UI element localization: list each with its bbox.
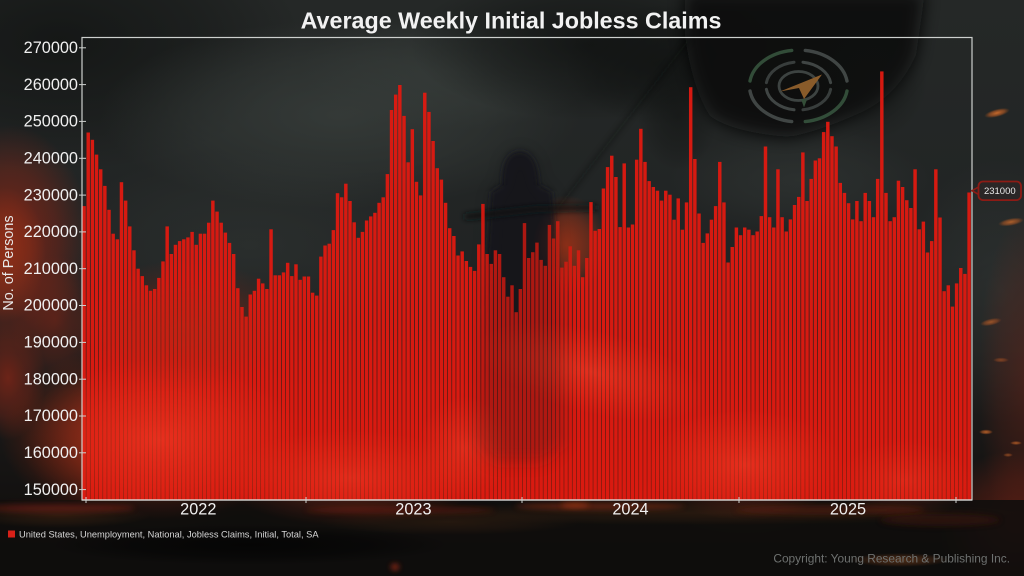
svg-text:Copyright: Young Research & Pu: Copyright: Young Research & Publishing I… xyxy=(773,552,1010,566)
svg-text:230000: 230000 xyxy=(24,186,78,204)
svg-text:United States, Unemployment, N: United States, Unemployment, National, J… xyxy=(19,530,319,540)
svg-text:No. of Persons: No. of Persons xyxy=(1,215,17,310)
svg-text:160000: 160000 xyxy=(24,444,78,462)
svg-text:2022: 2022 xyxy=(180,501,216,519)
svg-text:2023: 2023 xyxy=(395,501,431,519)
svg-text:170000: 170000 xyxy=(24,407,78,425)
svg-text:210000: 210000 xyxy=(24,260,78,278)
svg-text:270000: 270000 xyxy=(24,39,78,57)
svg-text:240000: 240000 xyxy=(24,150,78,168)
svg-text:180000: 180000 xyxy=(24,370,78,388)
svg-text:200000: 200000 xyxy=(24,297,78,315)
svg-text:220000: 220000 xyxy=(24,223,78,241)
svg-text:231000: 231000 xyxy=(984,186,1016,197)
svg-text:2024: 2024 xyxy=(612,501,648,519)
svg-text:2025: 2025 xyxy=(830,501,866,519)
svg-text:150000: 150000 xyxy=(24,481,78,499)
svg-text:190000: 190000 xyxy=(24,334,78,352)
svg-text:Average Weekly Initial Jobless: Average Weekly Initial Jobless Claims xyxy=(301,8,722,34)
svg-text:260000: 260000 xyxy=(24,76,78,94)
svg-text:250000: 250000 xyxy=(24,113,78,131)
